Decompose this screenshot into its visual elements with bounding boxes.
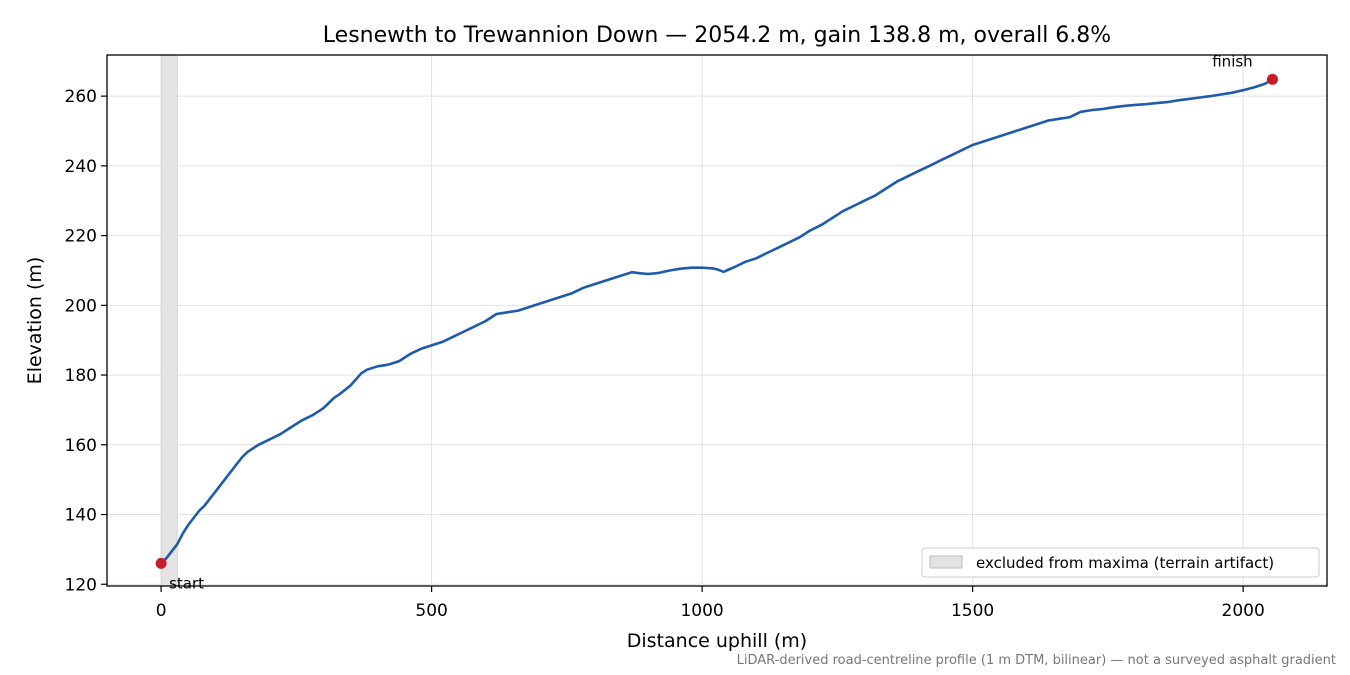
- y-tick-label: 140: [65, 506, 97, 526]
- x-axis-ticks: 0 500 1000 1500 2000: [156, 586, 1265, 621]
- y-tick-label: 120: [65, 575, 97, 595]
- series-layer: [159, 78, 1274, 565]
- excluded-band-layer: [160, 54, 178, 587]
- legend: excluded from maxima (terrain artifact): [921, 547, 1320, 578]
- x-tick-label: 0: [156, 601, 167, 621]
- y-tick-label: 260: [65, 87, 97, 107]
- endpoint-label: start: [169, 574, 204, 592]
- y-axis-ticks: 120 140 160 180 200 220 240 260: [65, 87, 107, 595]
- legend-frame: [921, 547, 1320, 578]
- plot-frame: [106, 54, 1328, 587]
- grid-lines: [107, 55, 1327, 586]
- legend-label: excluded from maxima (terrain artifact): [976, 554, 1274, 572]
- y-tick-label: 160: [65, 436, 97, 456]
- footnote: LiDAR-derived road-centreline profile (1…: [737, 653, 1336, 668]
- y-tick-label: 220: [65, 227, 97, 247]
- legend-swatch: [929, 555, 963, 569]
- elevation-line: [159, 78, 1274, 565]
- x-tick-label: 2000: [1222, 601, 1265, 621]
- endpoint-label: finish: [1212, 52, 1252, 70]
- x-tick-label: 500: [415, 601, 447, 621]
- y-tick-label: 240: [65, 157, 97, 177]
- chart-title: Lesnewth to Trewannion Down — 2054.2 m, …: [323, 23, 1111, 48]
- endpoint-start: [155, 557, 167, 569]
- excluded-band: [160, 54, 178, 587]
- x-tick-label: 1000: [680, 601, 723, 621]
- y-tick-label: 200: [65, 296, 97, 316]
- x-axis-label: Distance uphill (m): [627, 630, 807, 652]
- y-tick-label: 180: [65, 366, 97, 386]
- x-tick-label: 1500: [951, 601, 994, 621]
- endpoint-finish: [1266, 73, 1278, 85]
- y-axis-label: Elevation (m): [24, 257, 46, 385]
- endpoint-layer: start finish: [155, 52, 1278, 592]
